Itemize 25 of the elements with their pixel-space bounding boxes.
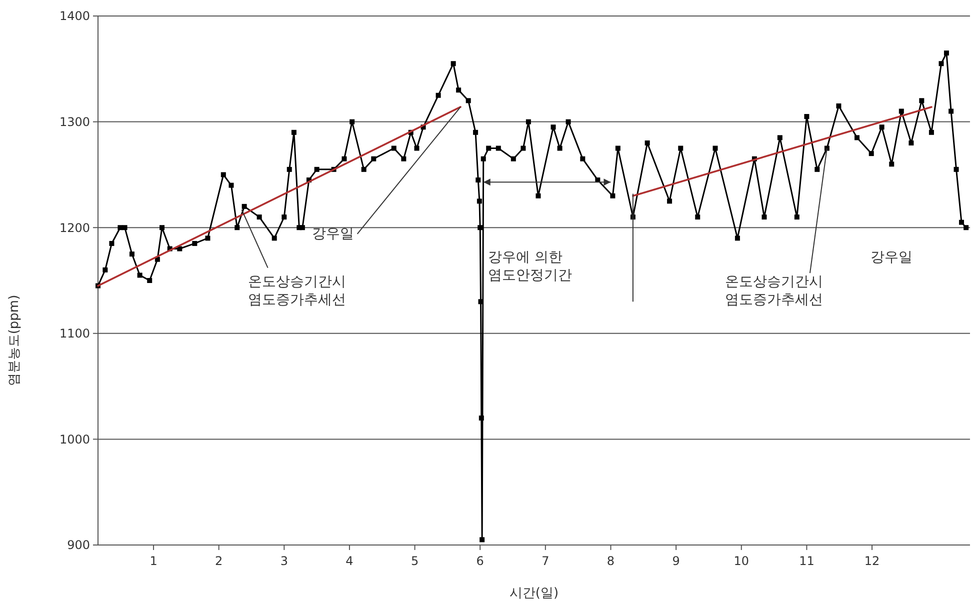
x-tick-label: 11 (799, 554, 814, 568)
x-tick-label: 6 (476, 554, 484, 568)
x-tick-label: 4 (346, 554, 354, 568)
x-tick-label: 10 (734, 554, 750, 568)
annotation: 온도상승기간시 염도증가추세선 (248, 274, 346, 308)
x-tick-label: 9 (672, 554, 680, 568)
annotation: 온도상승기간시 염도증가추세선 (725, 274, 824, 308)
annotation: 강우일 (870, 249, 913, 266)
y-axis-title: 염분농도(ppm) (7, 294, 22, 386)
y-tick-label: 1000 (59, 432, 90, 446)
x-tick-label: 5 (410, 554, 419, 568)
y-tick-label: 1200 (59, 220, 90, 235)
y-tick-label: 1100 (59, 326, 90, 341)
x-tick-label: 2 (215, 554, 223, 568)
y-tick-label: 1300 (59, 115, 90, 129)
x-tick-label: 3 (280, 554, 288, 568)
x-axis-title: 시간(일) (509, 586, 559, 601)
x-tick-label: 8 (606, 554, 615, 568)
annotation: 강우에 의한 염도안정기간 (488, 249, 572, 284)
annotation: 강우일 (312, 226, 354, 242)
x-tick-label: 1 (150, 554, 158, 568)
y-tick-label: 1400 (59, 9, 90, 24)
x-tick-label: 12 (864, 554, 880, 568)
x-tick-label: 7 (542, 554, 550, 568)
y-tick-label: 900 (67, 538, 90, 552)
